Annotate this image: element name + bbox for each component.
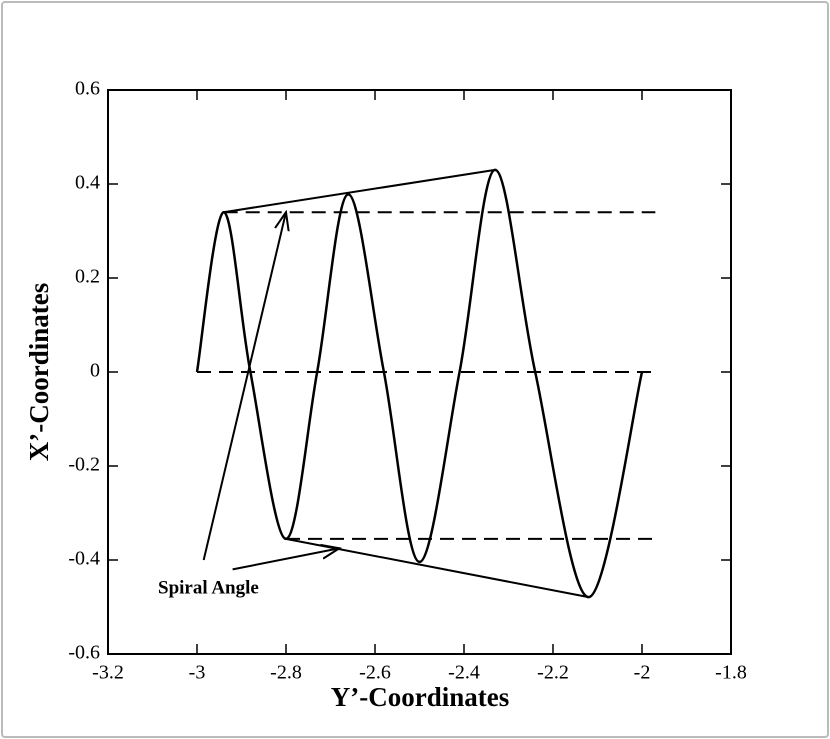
- arrow: [202, 212, 286, 561]
- y-tick-label: 0.6: [75, 78, 100, 100]
- x-tick-label: -3.2: [92, 662, 124, 684]
- y-tick-label: -0.2: [68, 454, 100, 476]
- x-tick-label: -2.4: [448, 662, 480, 684]
- x-tick-label: -3: [189, 662, 206, 684]
- x-tick-label: -1.8: [715, 662, 747, 684]
- y-tick-label: 0.4: [75, 172, 100, 194]
- curve: [195, 168, 644, 599]
- arrow: [232, 548, 340, 571]
- x-tick-label: -2.2: [537, 662, 569, 684]
- y-tick-label: 0: [90, 360, 100, 382]
- x-tick-label: -2.8: [270, 662, 302, 684]
- x-tick-label: -2.6: [359, 662, 391, 684]
- x-tick-label: -2: [634, 662, 651, 684]
- annotation: Spiral Angle: [158, 577, 259, 598]
- y-axis-title: X’-Coordinates: [24, 283, 54, 461]
- y-tick-label: -0.6: [68, 642, 100, 664]
- envelope-line: [223, 168, 496, 214]
- x-axis-title: Y’-Coordinates: [331, 682, 509, 712]
- y-tick-label: 0.2: [75, 266, 100, 288]
- y-tick-label: -0.4: [68, 548, 100, 570]
